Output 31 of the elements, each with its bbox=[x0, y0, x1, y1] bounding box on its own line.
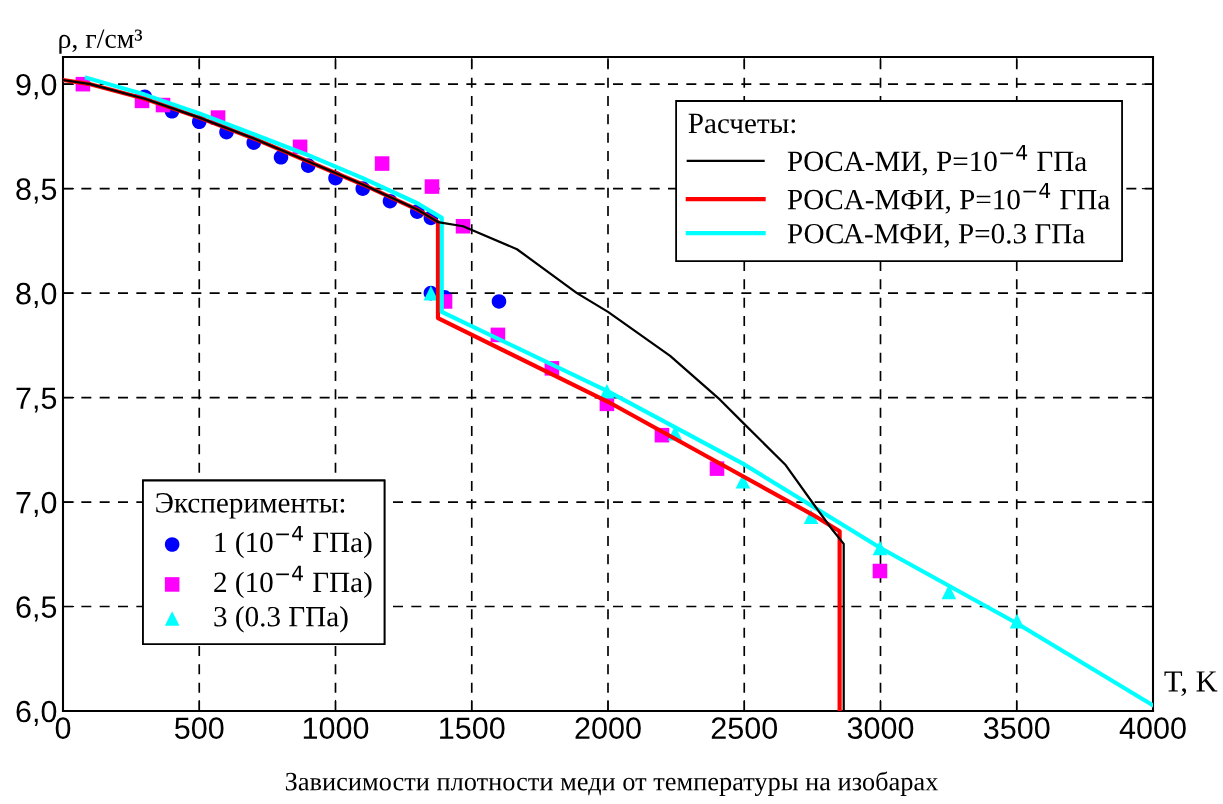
y-axis-title: ρ, г/см³ bbox=[59, 29, 143, 54]
x-tick-label: 1500 bbox=[440, 717, 505, 739]
y-tick-label: 7,0 bbox=[16, 491, 57, 518]
x-axis-title: T, K bbox=[1164, 671, 1218, 697]
legend-label: РОСА-МФИ, P=10$^{−4}$ ГПа bbox=[787, 183, 1110, 214]
legend-label: РОСА-МИ, P=10$^{−4}$ ГПа bbox=[787, 144, 1087, 176]
y-tick-label: 7,5 bbox=[16, 387, 57, 413]
point bbox=[424, 179, 440, 194]
x-tick-label: 0 bbox=[55, 717, 71, 739]
point bbox=[374, 156, 390, 171]
y-tick-label: 8,0 bbox=[16, 282, 57, 309]
legend-label: 2 (10$^{−4}$ ГПа) bbox=[214, 565, 372, 599]
text: Расчеты: bbox=[688, 113, 795, 134]
legend-label: 3 (0.3 ГПа) bbox=[214, 605, 348, 633]
point bbox=[491, 294, 507, 309]
x-tick-label: 500 bbox=[174, 717, 224, 739]
text: Зависимости плотности меди от температуры на изобарах bbox=[285, 771, 939, 796]
point bbox=[872, 563, 888, 579]
y-tick-label: 8,5 bbox=[16, 178, 57, 204]
legend-label: РОСА-МФИ, P=0.3 ГПа bbox=[787, 223, 1085, 248]
text: Эксперименты: bbox=[156, 493, 345, 519]
y-tick-label: 9,0 bbox=[16, 73, 57, 100]
x-tick-label: 1000 bbox=[303, 717, 369, 739]
x-tick-label: 4000 bbox=[1119, 717, 1186, 739]
x-tick-label: 3000 bbox=[847, 717, 914, 739]
y-tick-label: 6,5 bbox=[16, 596, 57, 622]
x-tick-label: 2000 bbox=[575, 717, 641, 739]
legend-label: 1 (10$^{−4}$ ГПа) bbox=[215, 525, 372, 559]
y-tick-label: 6,0 bbox=[16, 700, 57, 726]
x-tick-label: 2500 bbox=[711, 717, 778, 739]
x-tick-label: 3500 bbox=[983, 717, 1050, 739]
